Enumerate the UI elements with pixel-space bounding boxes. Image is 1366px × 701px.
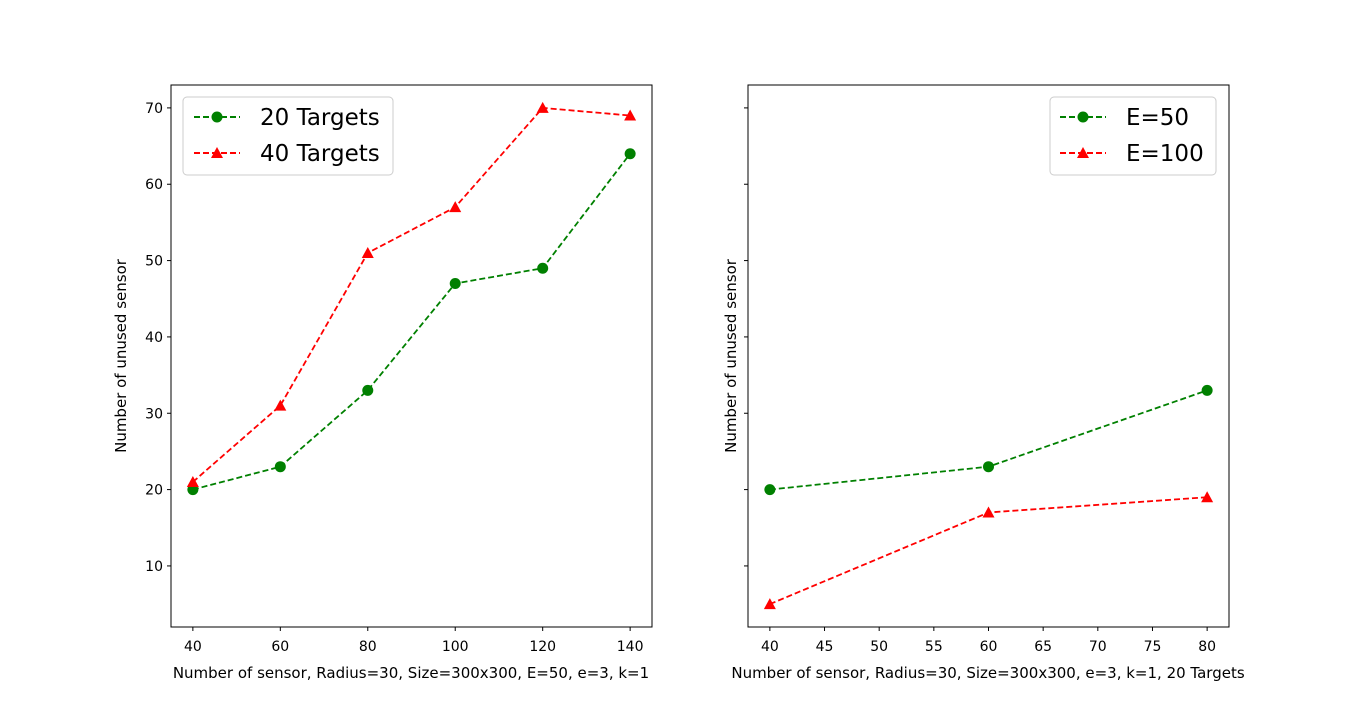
left-series-0-point-3 (449, 277, 461, 289)
left-legend: 20 Targets 40 Targets (182, 96, 394, 176)
left-legend-marker-1 (211, 147, 223, 158)
right-x-tick-label-3: 55 (925, 639, 943, 655)
left-x-tick-label-1: 60 (271, 639, 289, 655)
left-y-tick-label-5: 60 (145, 177, 163, 193)
right-x-ticks: 40 45 50 55 60 65 70 75 80 (761, 627, 1216, 655)
left-y-tick-label-6: 70 (145, 101, 163, 117)
left-x-tick-label-3: 100 (442, 639, 469, 655)
right-legend-marker-0 (1077, 111, 1089, 123)
right-series-1-point-0 (763, 598, 776, 610)
left-y-tick-label-3: 40 (145, 330, 163, 346)
right-x-tick-label-0: 40 (761, 639, 779, 655)
left-y-tick-label-0: 10 (145, 559, 163, 575)
left-series-1-point-3 (449, 201, 462, 213)
left-y-ticks: 10 20 30 40 50 60 70 (145, 101, 171, 575)
right-x-tick-label-4: 60 (980, 639, 998, 655)
left-y-axis-label: Number of unused sensor (112, 258, 130, 453)
left-series-1-point-0 (186, 475, 199, 487)
left-x-tick-label-2: 80 (359, 639, 377, 655)
left-series-1-point-5 (624, 109, 637, 121)
right-legend: E=50 E=100 (1049, 96, 1217, 176)
left-x-tick-label-4: 120 (529, 639, 556, 655)
left-series-0-point-4 (537, 262, 549, 274)
left-series-0-point-2 (362, 384, 374, 396)
right-x-axis-label: Number of sensor, Radius=30, Size=300x30… (731, 664, 1244, 682)
left-x-tick-label-5: 140 (617, 639, 644, 655)
left-series-0-point-1 (274, 461, 286, 473)
left-axes-frame (170, 84, 653, 628)
left-series-0-point-5 (624, 148, 636, 160)
right-series-line-0 (769, 389, 1208, 491)
left-y-tick-label-1: 20 (145, 483, 163, 499)
right-legend-label-0: E=50 (1126, 105, 1189, 131)
right-x-tick-label-7: 75 (1144, 639, 1162, 655)
right-series-1-point-1 (982, 506, 995, 518)
right-x-tick-label-5: 65 (1034, 639, 1052, 655)
left-x-tick-label-0: 40 (184, 639, 202, 655)
left-y-tick-label-2: 30 (145, 406, 163, 422)
left-legend-marker-0 (211, 111, 223, 123)
right-x-tick-label-6: 70 (1089, 639, 1107, 655)
right-series-1-point-2 (1201, 491, 1214, 503)
right-x-tick-label-2: 50 (870, 639, 888, 655)
right-y-axis-label: Number of unused sensor (722, 258, 740, 453)
right-series-0-point-2 (1201, 384, 1213, 396)
left-series-1-point-1 (274, 399, 287, 411)
left-series-1-point-4 (536, 101, 549, 113)
right-subplot: 40 45 50 55 60 65 70 75 80 Number of sensor, Rad… (722, 84, 1245, 682)
left-series-1-point-2 (361, 246, 374, 258)
right-legend-label-1: E=100 (1126, 141, 1204, 167)
left-subplot: 10 20 30 40 50 60 70 40 60 80 100 120 140 Number of… (112, 84, 653, 682)
right-x-tick-label-1: 45 (816, 639, 834, 655)
right-x-tick-label-8: 80 (1198, 639, 1216, 655)
left-x-axis-label: Number of sensor, Radius=30, Size=300x30… (173, 664, 649, 682)
right-y-ticks (744, 107, 748, 567)
left-y-tick-label-4: 50 (145, 254, 163, 270)
right-series-0-point-0 (764, 484, 776, 496)
right-legend-marker-1 (1077, 147, 1089, 158)
right-series-0-point-1 (983, 461, 994, 473)
right-plot-area (763, 384, 1214, 610)
left-plot-area (186, 101, 637, 496)
left-series-line-0 (192, 153, 631, 491)
left-legend-label-0: 20 Targets (260, 105, 380, 131)
left-x-ticks: 40 60 80 100 120 140 (184, 627, 644, 655)
left-legend-label-1: 40 Targets (260, 141, 380, 167)
